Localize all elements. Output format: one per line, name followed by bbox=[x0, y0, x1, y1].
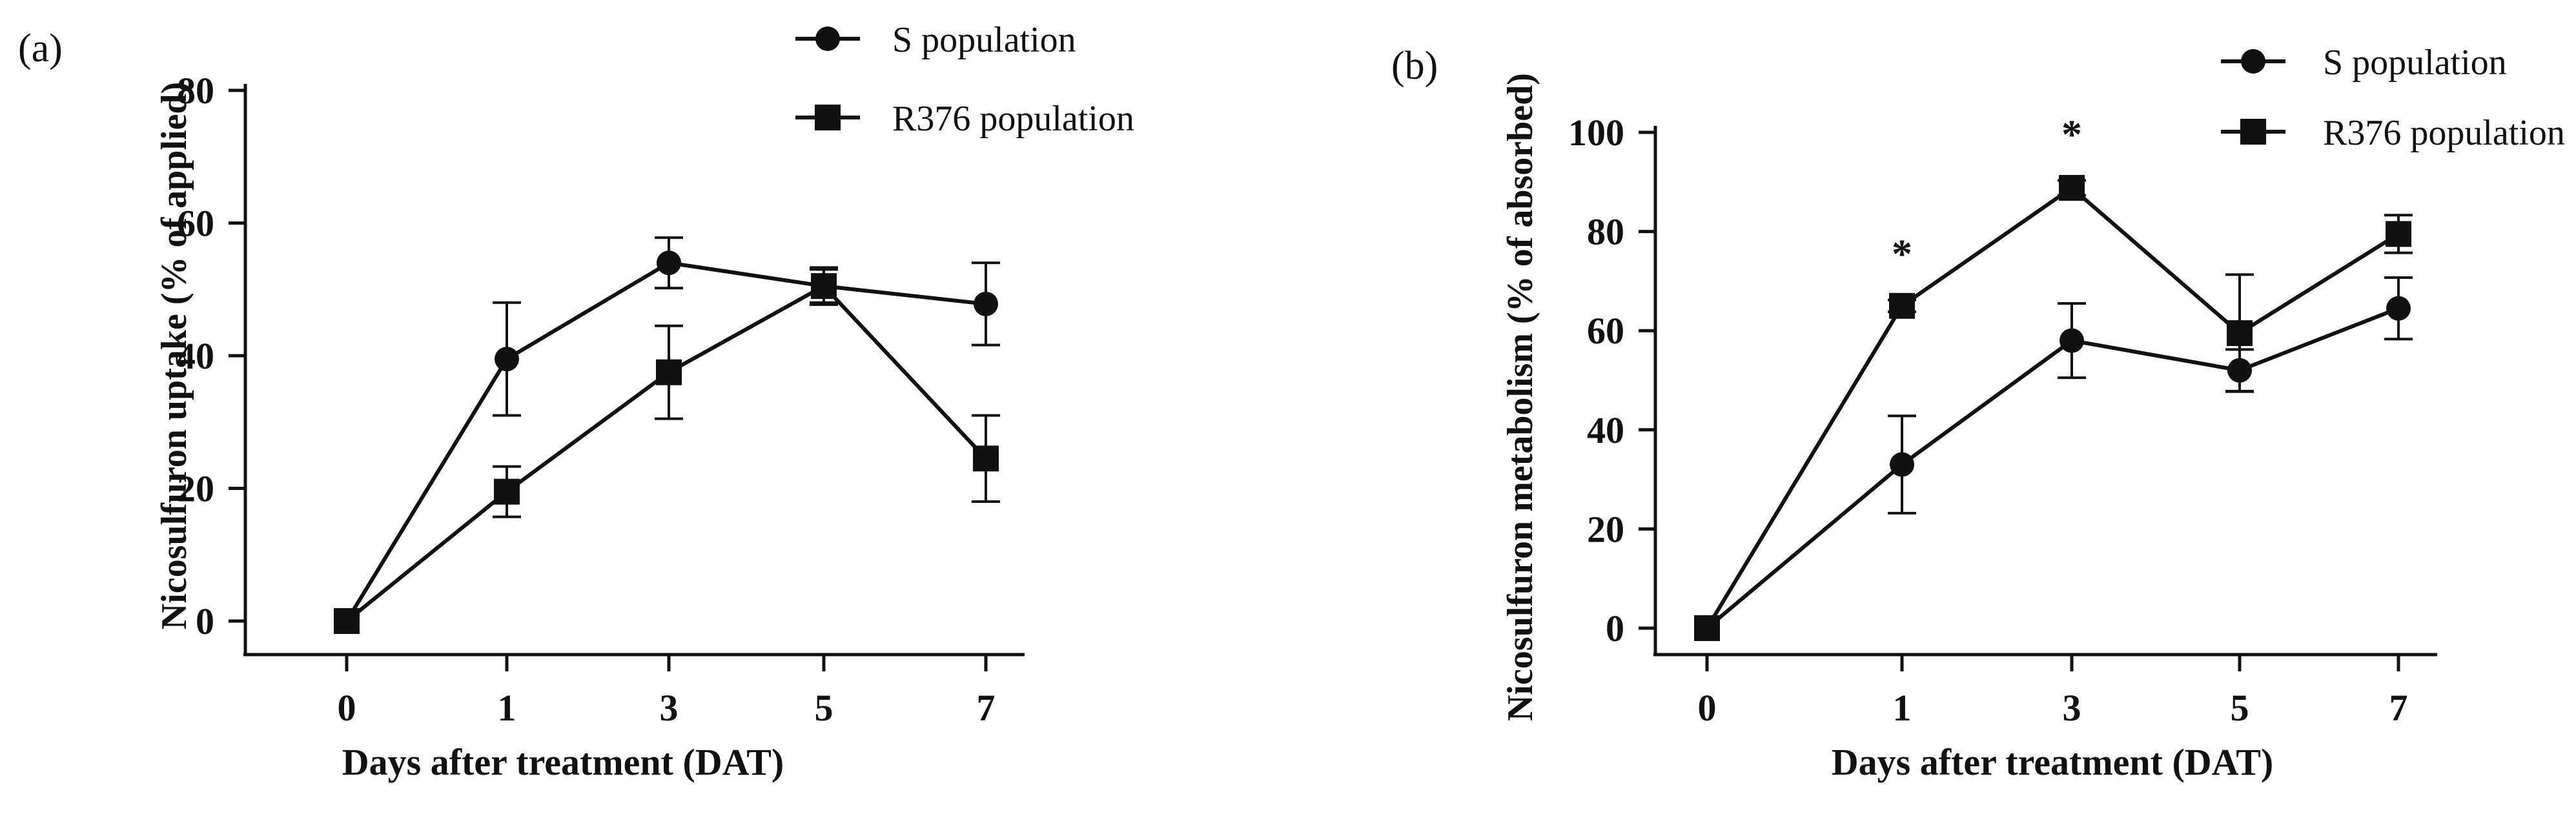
series-s bbox=[334, 236, 1000, 633]
data-point-square bbox=[656, 359, 682, 385]
data-point-square bbox=[811, 273, 837, 300]
legend-marker-square bbox=[815, 105, 841, 130]
significance-marker: * bbox=[2061, 111, 2082, 157]
legend-marker-circle bbox=[2241, 49, 2265, 74]
legend-label: R376 population bbox=[2323, 113, 2565, 153]
series-line bbox=[345, 283, 988, 623]
y-tick-label: 80 bbox=[1587, 211, 1624, 253]
series-r376 bbox=[1694, 175, 2413, 641]
data-point-square bbox=[2386, 221, 2411, 247]
data-point-circle bbox=[974, 291, 998, 316]
series-line bbox=[345, 261, 986, 622]
significance-marker: * bbox=[1892, 231, 1912, 277]
legend-label: S population bbox=[2323, 43, 2507, 83]
x-tick-label: 0 bbox=[1698, 687, 1717, 729]
y-tick-label: 0 bbox=[1606, 607, 1624, 649]
x-tick-label: 7 bbox=[2389, 687, 2408, 729]
y-tick-label: 20 bbox=[177, 468, 214, 510]
x-axis-title: Days after treatment (DAT) bbox=[1832, 741, 2274, 783]
data-point-square bbox=[1694, 615, 1720, 641]
y-axis-title: Nicosulfuron metabolism (% of absorbed) bbox=[1500, 73, 1540, 721]
data-point-circle bbox=[2386, 296, 2411, 321]
data-point-circle bbox=[657, 250, 681, 276]
y-tick-label: 40 bbox=[1587, 409, 1624, 451]
y-tick-label: 80 bbox=[177, 70, 214, 112]
legend-marker-square bbox=[2240, 119, 2266, 145]
series-line bbox=[1705, 185, 2400, 629]
data-point-square bbox=[973, 445, 999, 472]
legend-label: R376 population bbox=[892, 99, 1134, 139]
x-tick-label: 3 bbox=[660, 687, 679, 729]
y-tick-label: 0 bbox=[196, 600, 214, 642]
y-axis-title: Nicosulfuron uptake (% of applied) bbox=[154, 82, 194, 629]
chart-panel-a: (a) 0 20 40 60 80 0 1 3 5 7 Days after treatment (D… bbox=[18, 20, 1134, 783]
series-r376 bbox=[334, 268, 1000, 634]
y-tick-label: 100 bbox=[1568, 112, 1624, 154]
x-tick-label: 1 bbox=[1893, 687, 1912, 729]
panel-label: (a) bbox=[18, 26, 63, 70]
data-point-square bbox=[334, 608, 360, 634]
x-axis-title: Days after treatment (DAT) bbox=[342, 741, 784, 783]
panel-label: (b) bbox=[1391, 44, 1438, 88]
series-s bbox=[1695, 276, 2413, 640]
y-tick-label: 20 bbox=[1587, 508, 1624, 550]
x-tick-label: 1 bbox=[498, 687, 516, 729]
legend-label: S population bbox=[892, 20, 1076, 60]
x-tick-label: 3 bbox=[2063, 687, 2081, 729]
data-point-square bbox=[2227, 320, 2253, 347]
data-point-circle bbox=[1890, 452, 1914, 477]
data-point-circle bbox=[2060, 328, 2084, 353]
y-tick-label: 40 bbox=[177, 335, 214, 377]
x-tick-label: 5 bbox=[815, 687, 833, 729]
x-tick-label: 0 bbox=[338, 687, 356, 729]
y-tick-label: 60 bbox=[1587, 310, 1624, 352]
data-point-circle bbox=[495, 347, 519, 372]
x-tick-label: 7 bbox=[977, 687, 996, 729]
data-point-square bbox=[494, 478, 520, 505]
series-line bbox=[1706, 306, 2400, 630]
data-point-square bbox=[1889, 292, 1915, 319]
chart-panel-b: (b) 0 20 40 60 80 100 0 1 3 5 7 Days after treatment… bbox=[1391, 43, 2565, 783]
legend-marker-circle bbox=[815, 26, 840, 51]
data-point-square bbox=[2059, 175, 2085, 201]
x-tick-label: 5 bbox=[2231, 687, 2249, 729]
y-tick-label: 60 bbox=[177, 203, 214, 245]
